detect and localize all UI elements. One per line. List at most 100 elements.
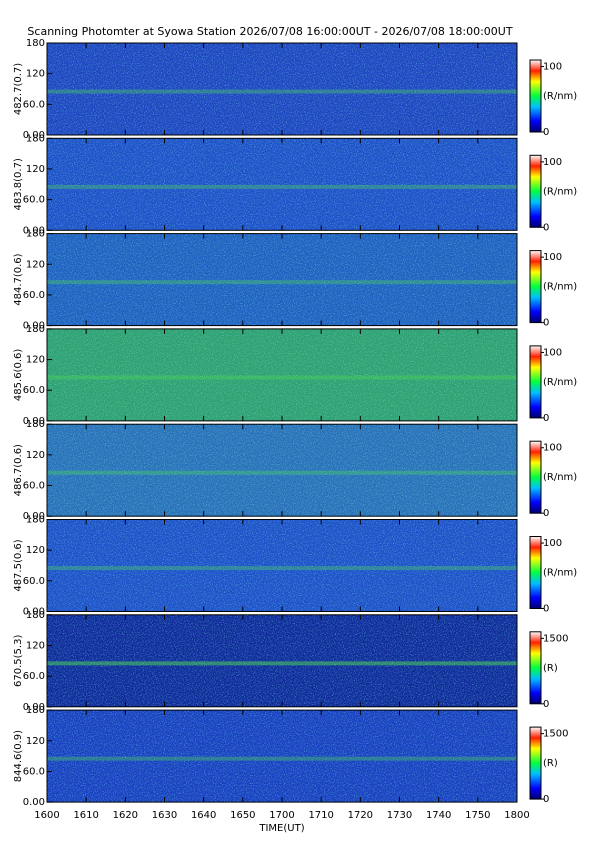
y-axis-label: 844.6(0.9)	[13, 730, 24, 782]
y-tick-label: 120	[26, 164, 45, 175]
colorbar-tick-label: 100	[543, 443, 562, 454]
y-tick-label: 0.00	[23, 130, 45, 141]
colorbar-tick-label: 1500	[543, 729, 568, 740]
colorbar-label: (R/nm)	[543, 377, 577, 388]
chart-title: Scanning Photomter at Syowa Station 2026…	[27, 25, 512, 38]
y-tick-label: 180	[26, 324, 45, 335]
y-tick-label: 0.00	[23, 797, 45, 808]
y-tick-label: 0.00	[23, 511, 45, 522]
x-tick-label: 1600	[34, 810, 59, 821]
colorbar-tick-label: 100	[543, 62, 562, 73]
y-tick-label: 180	[26, 705, 45, 716]
emission-band	[47, 566, 517, 571]
emission-band	[47, 280, 517, 285]
colorbar	[529, 154, 542, 228]
colorbar-label: (R)	[543, 663, 558, 674]
colorbar-tick-label: 100	[543, 538, 562, 549]
y-tick-label: 60.0	[23, 385, 45, 396]
emission-band	[47, 89, 517, 94]
y-tick-label: 180	[26, 38, 45, 49]
colorbar-tick-label: 100	[543, 252, 562, 263]
colorbar	[529, 631, 542, 705]
x-tick-label: 1620	[113, 810, 138, 821]
y-tick-label: 60.0	[23, 671, 45, 682]
heatmap-noise	[47, 233, 517, 326]
colorbar-tick-label: 100	[543, 157, 562, 168]
colorbar	[529, 726, 542, 800]
y-tick-label: 0.00	[23, 607, 45, 618]
emission-band	[47, 184, 517, 189]
y-tick-label: 120	[26, 69, 45, 80]
y-tick-label: 120	[26, 355, 45, 366]
y-axis-label: 482.7(0.7)	[13, 63, 24, 115]
heatmap-noise	[47, 43, 517, 135]
y-tick-label: 0.00	[23, 225, 45, 236]
y-axis-label: 487.5(0.6)	[13, 539, 24, 591]
colorbar-label: (R/nm)	[543, 472, 577, 483]
heatmap-noise	[47, 710, 517, 803]
y-tick-label: 120	[26, 736, 45, 747]
x-tick-label: 1750	[465, 810, 490, 821]
y-axis-label: 484.7(0.6)	[13, 253, 24, 305]
y-tick-label: 180	[26, 229, 45, 240]
y-tick-label: 0.00	[23, 702, 45, 713]
colorbar-tick-label: 0	[543, 222, 549, 233]
colorbar-tick-label: 0	[543, 318, 549, 329]
y-tick-label: 180	[26, 133, 45, 144]
y-tick-label: 120	[26, 450, 45, 461]
heatmap-noise	[47, 328, 517, 421]
y-tick-label: 180	[26, 515, 45, 526]
y-axis-label: 483.8(0.7)	[13, 158, 24, 210]
emission-band	[47, 756, 517, 761]
y-tick-label: 60.0	[23, 99, 45, 110]
x-tick-label: 1800	[504, 810, 529, 821]
emission-band	[47, 470, 517, 475]
x-tick-label: 1650	[230, 810, 255, 821]
colorbar-label: (R/nm)	[543, 568, 577, 579]
heatmap-noise	[47, 138, 517, 231]
colorbar-tick-label: 100	[543, 347, 562, 358]
colorbar	[529, 345, 542, 419]
y-axis-label: 670.5(5.3)	[13, 635, 24, 687]
colorbar	[529, 536, 542, 609]
x-tick-label: 1710	[308, 810, 333, 821]
colorbar	[529, 440, 542, 514]
x-tick-label: 1720	[348, 810, 373, 821]
y-tick-label: 60.0	[23, 195, 45, 206]
colorbar	[529, 250, 542, 324]
x-tick-label: 1740	[426, 810, 451, 821]
colorbar-label: (R/nm)	[543, 91, 577, 102]
heatmap-noise	[47, 614, 517, 707]
colorbar-label: (R/nm)	[543, 186, 577, 197]
colorbar-tick-label: 0	[543, 604, 549, 615]
emission-band	[47, 661, 517, 666]
y-tick-label: 180	[26, 610, 45, 621]
x-tick-label: 1640	[191, 810, 216, 821]
x-tick-label: 1610	[73, 810, 98, 821]
y-tick-label: 60.0	[23, 576, 45, 587]
colorbar-tick-label: 0	[543, 127, 549, 138]
colorbar	[529, 59, 542, 133]
colorbar-tick-label: 0	[543, 794, 549, 805]
heatmap-noise	[47, 424, 517, 517]
colorbar-label: (R/nm)	[543, 282, 577, 293]
y-tick-label: 60.0	[23, 290, 45, 301]
x-tick-label: 1630	[152, 810, 177, 821]
x-tick-label: 1730	[387, 810, 412, 821]
colorbar-tick-label: 0	[543, 699, 549, 710]
heatmap-noise	[47, 519, 517, 612]
y-tick-label: 120	[26, 545, 45, 556]
emission-band	[47, 375, 517, 380]
y-axis-label: 485.6(0.6)	[13, 349, 24, 401]
x-tick-label: 1700	[269, 810, 294, 821]
y-tick-label: 60.0	[23, 481, 45, 492]
y-tick-label: 120	[26, 640, 45, 651]
y-axis-label: 486.7(0.6)	[13, 444, 24, 496]
colorbar-label: (R)	[543, 758, 558, 769]
x-axis-label: TIME(UT)	[258, 823, 304, 834]
y-tick-label: 60.0	[23, 766, 45, 777]
colorbar-tick-label: 1500	[543, 633, 568, 644]
y-tick-label: 120	[26, 259, 45, 270]
y-tick-label: 0.00	[23, 321, 45, 332]
